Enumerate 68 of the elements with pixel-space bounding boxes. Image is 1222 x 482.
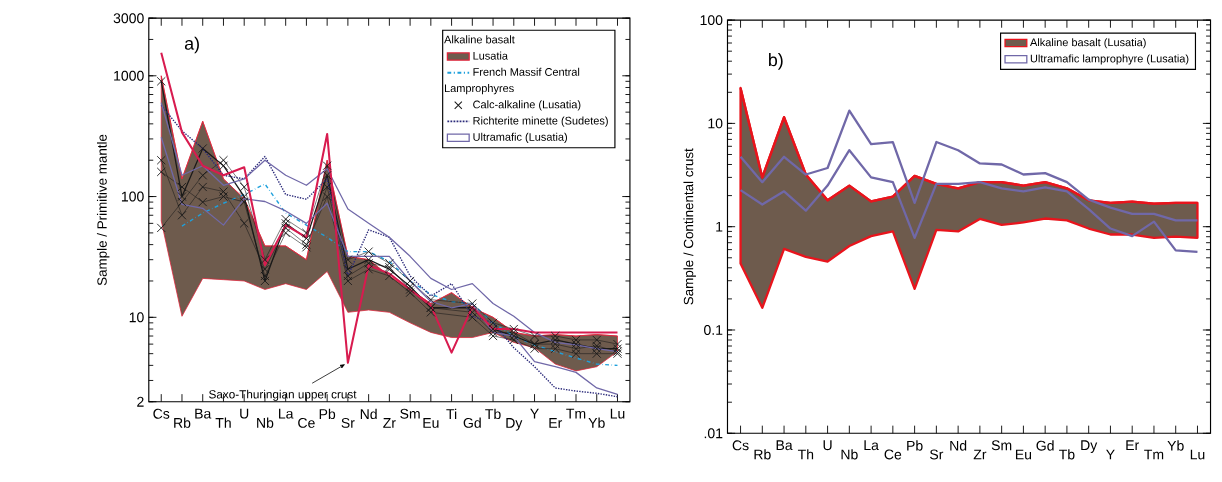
x-tick-label: Zr bbox=[973, 449, 987, 460]
x-tick-label: Nb bbox=[841, 449, 858, 460]
legend-label: French Massif Central bbox=[473, 67, 580, 76]
x-tick-label: Lu bbox=[610, 408, 625, 419]
y-axis-title: Sample / Continental crust bbox=[683, 148, 696, 305]
x-tick-label: Sm bbox=[991, 440, 1012, 451]
x-tick-label: Eu bbox=[423, 418, 439, 428]
annotation: Lamprophyres bbox=[444, 84, 514, 95]
x-tick-label: Cs bbox=[732, 440, 749, 451]
x-tick-label: Eu bbox=[1015, 449, 1032, 460]
x-tick-label: U bbox=[823, 440, 832, 451]
x-tick-label: Tb bbox=[485, 408, 501, 420]
x-tick-label: Y bbox=[1106, 449, 1115, 460]
y-tick-label: 10 bbox=[129, 312, 144, 323]
x-tick-label: Nd bbox=[360, 408, 377, 420]
x-tick-label: Gd bbox=[1036, 440, 1054, 451]
annotation: a) bbox=[184, 36, 199, 54]
x-tick-label: Zr bbox=[383, 418, 396, 428]
x-tick-label: Tm bbox=[566, 408, 586, 419]
annotation: b) bbox=[769, 53, 783, 70]
x-tick-label: Nb bbox=[257, 417, 274, 428]
x-tick-label: Ti bbox=[446, 408, 457, 419]
y-tick-label: 0.1 bbox=[704, 325, 723, 335]
y-tick-label: .01 bbox=[704, 428, 723, 439]
x-tick-label: U bbox=[240, 408, 249, 419]
x-tick-label: Sm bbox=[400, 408, 420, 419]
y-tick-label: 1000 bbox=[114, 70, 144, 81]
y-tick-label: 2 bbox=[137, 396, 144, 407]
x-tick-label: Yb bbox=[588, 417, 605, 428]
x-tick-label: Dy bbox=[506, 418, 523, 431]
x-tick-label: Ba bbox=[195, 408, 212, 419]
x-tick-label: Lu bbox=[1190, 449, 1205, 460]
x-tick-label: Tm bbox=[1144, 449, 1164, 460]
x-tick-label: La bbox=[864, 440, 879, 451]
x-tick-label: Rb bbox=[174, 417, 191, 428]
x-tick-label: Th bbox=[797, 449, 814, 460]
x-tick-label: Yb bbox=[1167, 440, 1184, 451]
legend-label: Lusatia bbox=[473, 51, 508, 60]
x-tick-label: Cs bbox=[153, 408, 170, 419]
y-tick-label: 3000 bbox=[113, 13, 144, 24]
x-tick-label: Sr bbox=[930, 449, 944, 460]
legend-title: Alkaline basalt bbox=[444, 35, 515, 44]
legend-label: Alkaline basalt (Lusatia) bbox=[1030, 38, 1146, 49]
y-axis-title: Sample / Primitive mantle bbox=[96, 134, 110, 286]
x-tick-label: Pb bbox=[319, 408, 336, 420]
x-tick-label: Th bbox=[215, 417, 231, 428]
y-tick-label: 100 bbox=[121, 191, 144, 202]
legend-label: Ultramafic lamprophyre (Lusatia) bbox=[1030, 54, 1189, 65]
legend-label: Richterite minette (Sudetes) bbox=[473, 116, 608, 127]
x-tick-label: Nd bbox=[950, 440, 967, 451]
x-tick-label: Pb bbox=[907, 440, 923, 451]
y-tick-label: 1 bbox=[716, 221, 723, 232]
legend-label: Calc-alkaline (Lusatia) bbox=[473, 100, 581, 111]
x-tick-label: Gd bbox=[463, 417, 481, 428]
x-tick-label: Tb bbox=[1059, 449, 1075, 460]
x-tick-label: Dy bbox=[1081, 440, 1098, 453]
x-tick-label: Ce bbox=[298, 417, 315, 428]
y-tick-label: 100 bbox=[700, 15, 723, 26]
legend-label: Ultramafic (Lusatia) bbox=[473, 132, 567, 143]
x-tick-label: Y bbox=[530, 408, 539, 419]
y-tick-label: 10 bbox=[708, 118, 723, 129]
x-tick-label: Ce bbox=[884, 449, 902, 460]
x-tick-label: Ba bbox=[776, 440, 793, 451]
x-tick-label: La bbox=[279, 408, 294, 419]
x-tick-label: Er bbox=[549, 418, 563, 428]
x-tick-label: Sr bbox=[341, 417, 355, 428]
x-tick-label: Rb bbox=[754, 449, 771, 460]
x-tick-label: Er bbox=[1126, 440, 1139, 450]
